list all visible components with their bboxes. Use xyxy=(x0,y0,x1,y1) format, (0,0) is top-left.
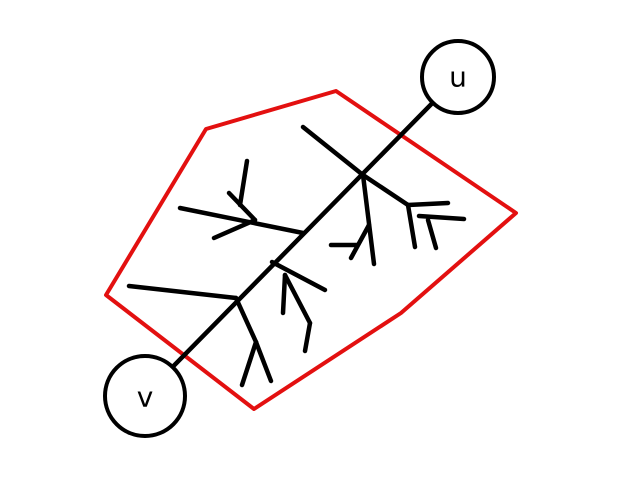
branch-lower-middle xyxy=(269,259,328,354)
red-boundary-region xyxy=(104,89,518,411)
node-v-circle xyxy=(103,354,187,438)
branch-lower-left xyxy=(126,283,274,388)
node-v-label: v xyxy=(137,381,154,414)
branch-upper-right xyxy=(300,124,467,267)
main-path-u-v xyxy=(142,74,461,398)
node-u-label: u xyxy=(449,61,467,94)
node-u-circle xyxy=(420,39,496,115)
branch-upper-left xyxy=(177,158,306,241)
node-v: v xyxy=(103,354,187,438)
node-u: u xyxy=(420,39,496,115)
